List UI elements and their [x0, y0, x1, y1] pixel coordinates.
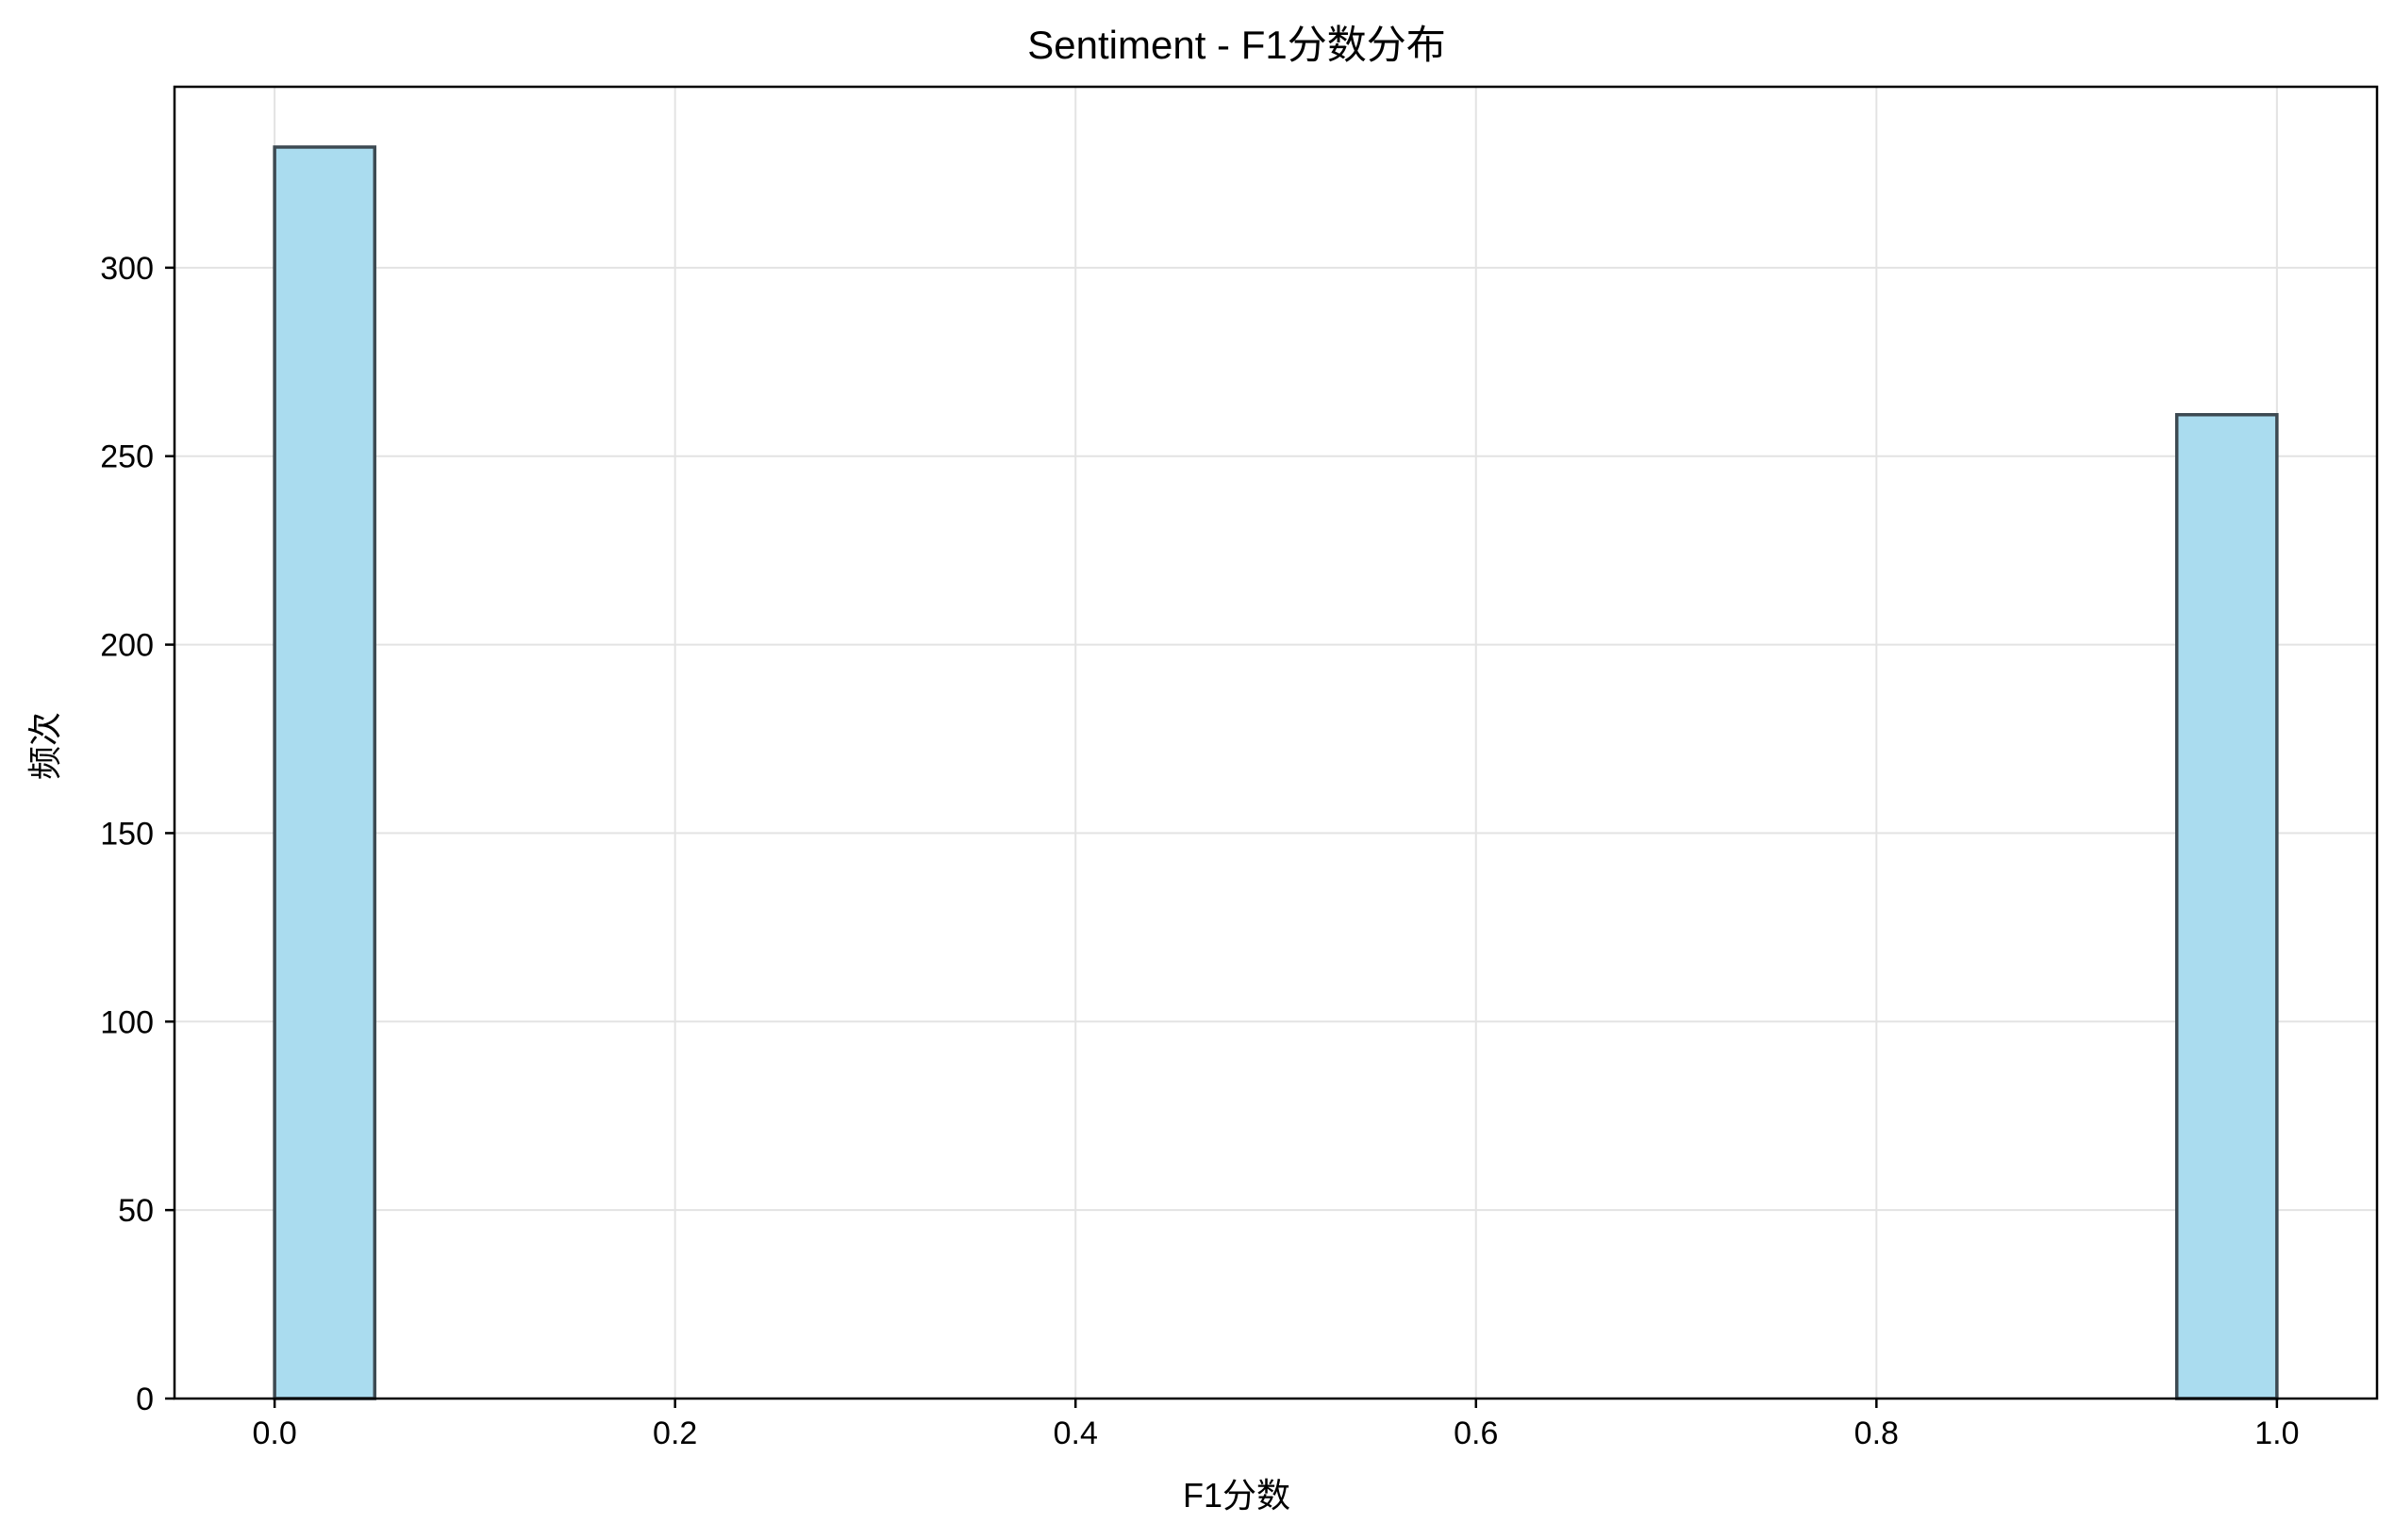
histogram-bar — [2174, 413, 2279, 1400]
plot-frame — [173, 85, 2379, 1400]
chart-title: Sentiment - F1分数分布 — [1027, 23, 1445, 67]
y-axis-label: 频次 — [25, 712, 64, 780]
x-axis-label: F1分数 — [1183, 1476, 1290, 1515]
y-tick-label: 250 — [100, 439, 154, 475]
y-tick-label: 300 — [100, 251, 154, 287]
y-tick-label: 0 — [136, 1382, 154, 1417]
y-tick-label: 50 — [118, 1193, 154, 1229]
histogram-bar — [273, 145, 377, 1400]
x-tick-label: 0.2 — [653, 1416, 697, 1451]
axes: 0.0 0.2 0.4 0.6 0.8 1.0 0 50 100 150 200 250 300 — [100, 85, 2379, 1451]
x-tick-label: 1.0 — [2254, 1416, 2299, 1451]
x-tick-label: 0.8 — [1854, 1416, 1899, 1451]
x-tick-label: 0.4 — [1054, 1416, 1098, 1451]
y-tick-label: 100 — [100, 1004, 154, 1040]
y-tick-label: 150 — [100, 816, 154, 852]
x-tick-label: 0.0 — [253, 1416, 297, 1451]
x-tick-label: 0.6 — [1454, 1416, 1498, 1451]
y-tick-label: 200 — [100, 628, 154, 664]
